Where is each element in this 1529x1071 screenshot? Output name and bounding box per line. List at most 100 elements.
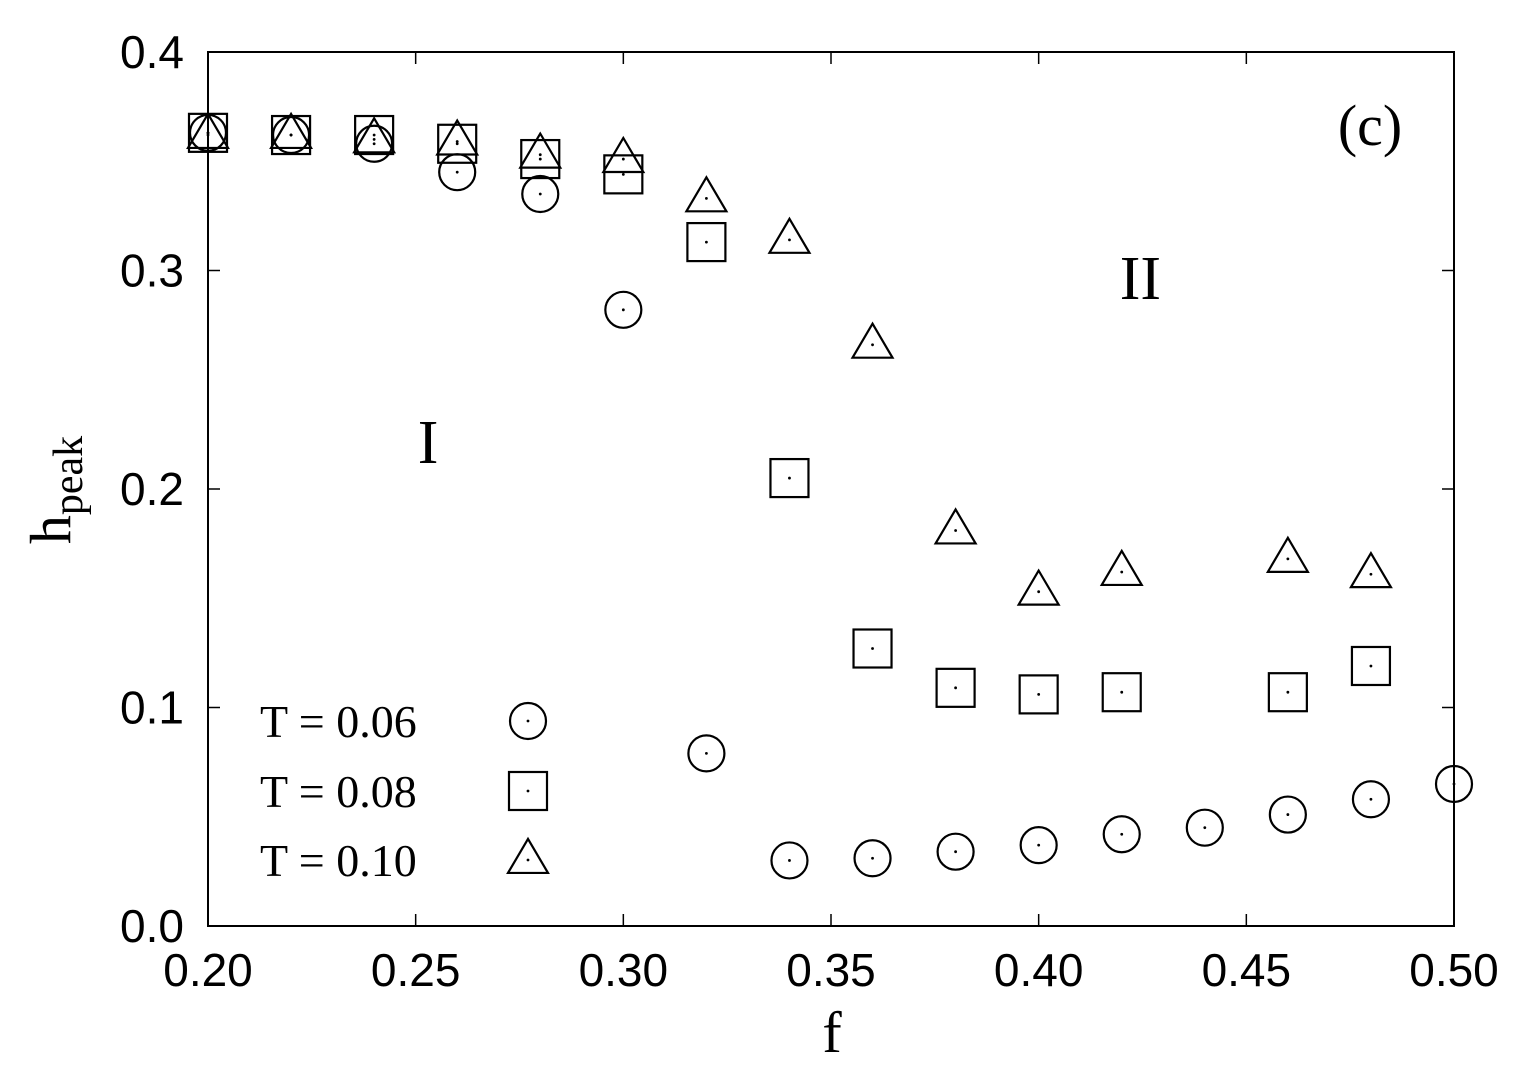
square-marker [686,221,727,263]
data-point-square [603,154,644,195]
triangle-marker [352,116,397,154]
panel-label: (c) [1338,93,1402,158]
triangle-marker [850,321,895,359]
x-axis-label: f [822,1000,842,1065]
y-axis-label-main: h [18,515,83,544]
marker-center-dot [705,240,708,244]
marker-center-dot [455,140,459,143]
region-annotations: III [418,245,1161,477]
series-circle [188,113,1474,880]
square-marker [437,123,478,164]
data-point-triangle [1099,548,1144,587]
marker-center-dot [1037,590,1041,594]
axis-ticks: 0.20 0.25 0.30 0.35 0.40 0.45 0.50 0.0 0.1 0.2 0.3… [120,26,1499,996]
triangle-marker [506,836,550,875]
marker-center-dot [1120,832,1124,836]
marker-center-dot [705,196,708,200]
triangle-marker [186,111,230,150]
x-tick-label: 0.35 [786,944,876,996]
y-axis-label: hpeak [18,436,92,544]
square-marker [603,154,644,195]
data-point-circle [355,124,394,163]
marker-center-dot [621,308,625,312]
marker-center-dot [1037,692,1041,696]
circle-marker [1185,808,1224,847]
circle-marker [604,290,643,329]
marker-center-dot [1369,664,1373,668]
y-tick-label: 0.0 [120,900,184,952]
marker-center-dot [1120,570,1124,574]
square-marker [852,628,893,669]
legend-marker-square [507,770,549,812]
data-point-square [935,667,976,708]
marker-center-dot [788,859,791,862]
legend-label: T = 0.06 [260,696,417,747]
square-marker [1018,674,1059,715]
circle-marker [1102,815,1141,854]
data-point-triangle [850,321,895,359]
data-point-triangle [435,118,480,156]
y-axis-label-sub: peak [46,436,92,515]
data-point-circle [1185,808,1224,847]
x-tick-label: 0.40 [994,944,1084,996]
marker-center-dot [1452,782,1456,786]
data-point-square [1267,672,1308,713]
square-marker [769,457,810,499]
marker-center-dot [705,751,708,755]
x-tick-label: 0.45 [1202,944,1292,996]
data-point-triangle [1265,535,1310,573]
y-tick-label: 0.4 [120,26,184,78]
data-point-square [852,628,893,669]
circle-marker [936,832,975,871]
marker-center-dot [1286,557,1290,561]
circle-marker [1268,795,1307,834]
series-square [187,112,1392,715]
marker-center-dot [954,686,957,690]
marker-center-dot [526,858,530,862]
marker-center-dot [788,476,791,480]
legend-marker-triangle [506,836,550,875]
marker-center-dot [455,142,459,146]
marker-center-dot [455,170,459,174]
x-tick-label: 0.25 [371,944,461,996]
data-point-circle [1019,826,1058,865]
data-points [186,111,1474,880]
circle-marker [1434,764,1474,804]
x-tick-label: 0.30 [579,944,669,996]
y-tick-label: 0.2 [120,463,184,515]
square-marker [935,667,976,708]
marker-center-dot [1120,690,1124,694]
data-point-circle [687,734,726,773]
marker-center-dot [871,647,874,650]
data-point-circle [1351,780,1391,819]
circle-marker [853,839,892,878]
data-point-square [769,457,810,499]
square-marker [507,770,549,812]
x-tick-label: 0.50 [1409,944,1499,996]
marker-center-dot [526,789,530,793]
marker-center-dot [871,856,874,860]
data-point-square [520,138,561,180]
legend-marker-circle [508,701,548,741]
data-point-triangle [186,111,230,150]
data-point-circle [770,841,809,880]
triangle-marker [601,135,646,174]
x-tick-label: 0.20 [163,944,253,996]
data-point-triangle [601,135,646,174]
data-point-square [354,114,395,156]
data-point-circle [1434,764,1474,804]
data-point-square [437,123,478,164]
marker-center-dot [372,133,376,137]
data-point-circle [1102,815,1141,854]
marker-center-dot [954,850,957,854]
marker-center-dot [621,157,625,161]
triangle-marker [1349,550,1393,589]
legend-label: T = 0.10 [260,835,417,886]
marker-center-dot [538,153,542,157]
y-tick-label: 0.1 [120,682,184,734]
data-point-circle [853,839,892,878]
data-point-triangle [767,216,812,254]
data-point-square [1350,645,1392,687]
data-point-circle [936,832,975,871]
marker-center-dot [621,172,625,176]
